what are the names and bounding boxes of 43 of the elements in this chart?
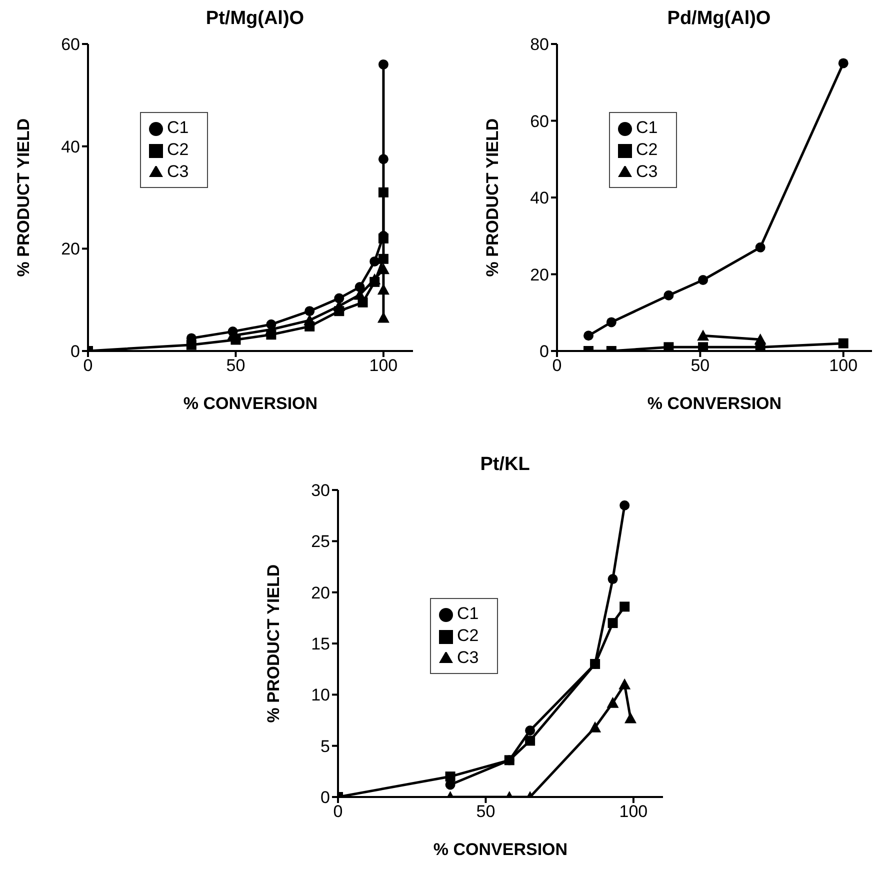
chart-title: Pd/Mg(Al)O — [666, 8, 772, 31]
legend-label: C3 — [636, 162, 658, 181]
x-tick-label: 50 — [476, 802, 496, 822]
y-tick-label: 30 — [311, 481, 330, 500]
y-tick-label: 15 — [311, 634, 330, 654]
y-axis-title: % PRODUCT YIELD — [14, 118, 34, 277]
legend-label: C3 — [167, 162, 189, 181]
x-tick-label: 100 — [829, 356, 858, 376]
x-tick-label: 50 — [690, 356, 710, 376]
x-axis-title: % CONVERSION — [183, 394, 318, 413]
y-axis-title: % PRODUCT YIELD — [483, 118, 502, 277]
y-tick-label: 80 — [530, 35, 549, 54]
y-tick-label: 10 — [311, 686, 330, 705]
y-tick-label: 0 — [540, 342, 549, 362]
legend-label: C2 — [636, 140, 658, 159]
y-tick-label: 20 — [61, 240, 80, 259]
y-tick-label: 5 — [320, 736, 330, 756]
y-tick-label: 60 — [530, 112, 549, 131]
legend-label: C1 — [457, 604, 479, 623]
x-tick-label: 100 — [369, 356, 398, 376]
x-tick-label: 50 — [226, 356, 246, 376]
y-tick-label: 40 — [61, 137, 80, 156]
legend-label: C1 — [636, 118, 658, 137]
legend-label: C2 — [457, 626, 479, 645]
x-tick-label: 0 — [552, 356, 562, 376]
legend-label: C1 — [167, 118, 189, 137]
x-tick-label: 0 — [333, 802, 343, 822]
y-tick-label: 20 — [311, 583, 330, 602]
y-tick-label: 40 — [530, 188, 549, 208]
chart-title: Pt/Mg(Al)O — [204, 8, 306, 31]
y-tick-label: 0 — [320, 788, 330, 808]
x-tick-label: 0 — [83, 356, 93, 376]
x-axis-title: % CONVERSION — [433, 840, 568, 859]
y-axis-title: % PRODUCT YIELD — [264, 564, 284, 723]
y-tick-label: 25 — [311, 532, 330, 552]
y-tick-label: 20 — [530, 265, 549, 284]
chart-title: Pt/KL — [479, 454, 531, 477]
y-tick-label: 60 — [61, 35, 80, 54]
legend-label: C3 — [457, 648, 479, 667]
x-axis-title: % CONVERSION — [647, 394, 782, 413]
x-tick-label: 100 — [619, 802, 648, 822]
y-tick-label: 0 — [70, 342, 80, 362]
legend-label: C2 — [167, 140, 189, 159]
